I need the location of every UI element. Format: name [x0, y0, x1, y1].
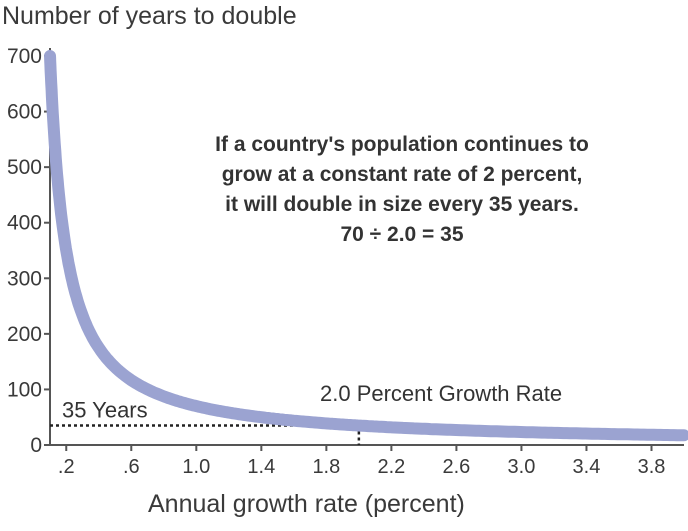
x-tick-label: 1.4 — [247, 456, 275, 478]
y-tick-label: 700 — [7, 45, 42, 68]
annotations: 35 Years 2.0 Percent Growth Rate — [62, 381, 562, 423]
x-tick-label: 1.8 — [312, 456, 340, 478]
doubling-time-curve — [44, 50, 688, 442]
y-tick-label: 200 — [7, 323, 42, 346]
y-axis-label: Number of years to double — [2, 2, 297, 30]
x-tick-label: 3.4 — [573, 456, 601, 478]
x-tick-label: .2 — [58, 456, 75, 478]
callout-line-3: it will double in size every 35 years. — [225, 193, 579, 216]
x-tick-label: 3.8 — [638, 456, 666, 478]
x-tick-label: 2.6 — [443, 456, 471, 478]
y-tick-label: 0 — [30, 434, 42, 457]
callout-line-2: grow at a constant rate of 2 percent, — [221, 163, 583, 186]
y-tick-label: 100 — [7, 378, 42, 401]
callout-line-4: 70 ÷ 2.0 = 35 — [340, 223, 464, 246]
callout-text: If a country's population continues to g… — [112, 130, 688, 250]
y-tick-label: 600 — [7, 101, 42, 124]
y-ticks: 0 100 200 300 400 500 600 700 — [7, 45, 50, 457]
years-label: 35 Years — [62, 398, 148, 423]
x-ticks: .2 .6 1.0 1.4 1.8 2.2 2.6 3.0 3.4 3.8 — [58, 445, 665, 478]
guides — [50, 424, 361, 445]
callout-line-1: If a country's population continues to — [215, 133, 589, 156]
x-axis-label: Annual growth rate (percent) — [148, 490, 465, 518]
rate-label: 2.0 Percent Growth Rate — [320, 381, 562, 406]
x-tick-label: 2.2 — [377, 456, 405, 478]
x-tick-label: 3.0 — [508, 456, 536, 478]
y-tick-label: 400 — [7, 212, 42, 235]
curve-layer — [44, 50, 688, 442]
x-tick-label: 1.0 — [182, 456, 210, 478]
y-tick-label: 300 — [7, 267, 42, 290]
x-tick-label: .6 — [123, 456, 140, 478]
y-tick-label: 500 — [7, 156, 42, 179]
